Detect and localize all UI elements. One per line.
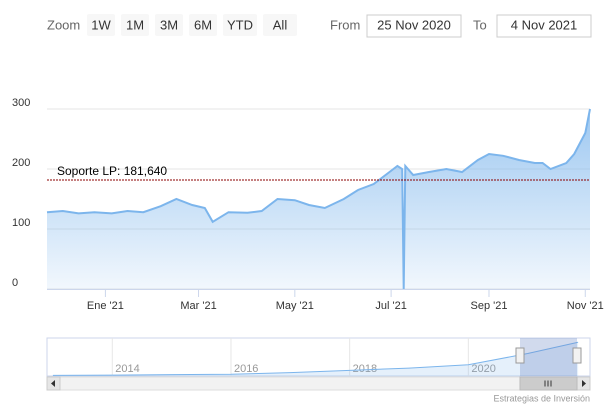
- navigator-tick-label: 2014: [115, 363, 139, 375]
- range-button-label[interactable]: 1W: [91, 17, 111, 32]
- navigator-handle[interactable]: [515, 347, 525, 364]
- navigator-line: [52, 341, 579, 376]
- range-button[interactable]: [189, 14, 217, 36]
- zoom-label: Zoom: [47, 17, 80, 32]
- from-label: From: [330, 17, 360, 32]
- x-tick-label: Ene '21: [87, 300, 124, 312]
- grip-icon: [544, 380, 552, 387]
- y-tick-label: 300: [12, 97, 30, 109]
- plot-line-label: Soporte LP: 181,640: [57, 164, 167, 178]
- arrow-icon: [582, 380, 586, 387]
- range-button-label[interactable]: YTD: [227, 17, 253, 32]
- navigator-tick-label: 2018: [353, 363, 377, 375]
- arrow-icon: [51, 380, 55, 387]
- range-button[interactable]: [155, 14, 183, 36]
- x-tick-label: Mar '21: [180, 300, 216, 312]
- y-tick-label: 100: [12, 217, 30, 229]
- navigator-tick-label: 2020: [471, 363, 495, 375]
- range-button[interactable]: [121, 14, 149, 36]
- credits: Estrategias de Inversión: [493, 393, 590, 403]
- x-tick-label: Jul '21: [375, 300, 406, 312]
- navigator-frame: [46, 337, 591, 377]
- range-button[interactable]: [223, 14, 257, 36]
- x-tick-label: Nov '21: [567, 300, 604, 312]
- navigator-tick-label: 2016: [234, 363, 258, 375]
- from-date[interactable]: 25 Nov 2020: [377, 17, 451, 32]
- range-button-label[interactable]: 3M: [160, 17, 178, 32]
- scrollbar-track[interactable]: [46, 376, 591, 391]
- range-button-label[interactable]: 6M: [194, 17, 212, 32]
- range-button-label[interactable]: All: [273, 17, 288, 32]
- navigator-area: [52, 342, 579, 376]
- range-button-label[interactable]: 1M: [126, 17, 144, 32]
- to-label: To: [473, 17, 487, 32]
- range-button[interactable]: [87, 14, 115, 36]
- y-tick-label: 0: [12, 277, 18, 289]
- range-button[interactable]: [263, 14, 297, 36]
- y-tick-label: 200: [12, 157, 30, 169]
- area-fill: [47, 109, 590, 289]
- x-tick-label: Sep '21: [470, 300, 507, 312]
- navigator-mask[interactable]: [520, 338, 577, 376]
- to-input[interactable]: [496, 14, 592, 38]
- area-line: [46, 108, 591, 290]
- from-input[interactable]: [366, 14, 462, 38]
- x-tick-label: May '21: [276, 300, 314, 312]
- to-date[interactable]: 4 Nov 2021: [511, 17, 578, 32]
- navigator-handle[interactable]: [572, 347, 582, 364]
